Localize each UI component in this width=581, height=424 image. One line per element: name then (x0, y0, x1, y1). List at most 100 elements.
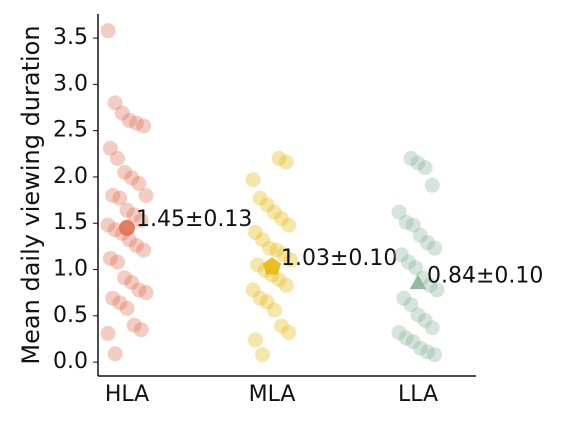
point (276, 247, 292, 263)
y-tick-label: 3.0 (53, 71, 88, 96)
point (110, 254, 125, 270)
point (429, 282, 445, 298)
point (105, 187, 121, 203)
point (259, 294, 275, 310)
point (131, 282, 147, 298)
y-tick-label: 1.5 (53, 210, 88, 235)
point (278, 154, 294, 170)
point (133, 322, 149, 338)
point (396, 290, 412, 306)
point (247, 224, 263, 240)
point (247, 332, 263, 348)
point (129, 115, 144, 131)
point (412, 340, 428, 356)
point (119, 300, 135, 316)
point (107, 95, 123, 111)
point (408, 260, 424, 276)
y-tick-label: 1.0 (53, 257, 88, 282)
point (283, 252, 299, 268)
point (269, 242, 285, 258)
point (403, 150, 419, 166)
point (398, 330, 414, 346)
point (100, 325, 116, 341)
point (119, 202, 135, 218)
y-tick-label: 2.5 (53, 118, 88, 143)
point (250, 257, 266, 273)
point (262, 240, 278, 256)
point (252, 290, 268, 306)
point (121, 112, 137, 128)
point (401, 254, 416, 270)
y-tick-label: 0.5 (53, 303, 88, 328)
point (107, 222, 123, 238)
point (427, 347, 443, 363)
point (266, 204, 282, 220)
point (245, 282, 261, 298)
point (412, 227, 428, 243)
point (133, 212, 149, 228)
point (417, 312, 433, 328)
point (126, 317, 142, 333)
mean-label: 1.45±0.13 (136, 207, 252, 232)
point (110, 150, 125, 166)
y-tick-label: 3.5 (53, 25, 88, 50)
point (281, 217, 297, 233)
point (138, 187, 154, 203)
x-tick-label: LLA (398, 382, 438, 407)
point (391, 324, 407, 340)
mean-marker (262, 257, 282, 275)
y-tick-label: 2.0 (53, 164, 88, 189)
mean-marker (409, 274, 427, 290)
point (114, 105, 130, 121)
mean-marker (119, 219, 135, 236)
point (107, 346, 123, 362)
point (255, 232, 270, 248)
point (100, 23, 116, 39)
point (102, 140, 118, 156)
point (117, 164, 133, 180)
point (271, 272, 287, 288)
point (420, 235, 435, 251)
mean-label: 1.03±0.10 (281, 246, 397, 271)
point (410, 155, 426, 171)
mean-label: 0.84±0.10 (427, 263, 543, 288)
point (117, 270, 133, 286)
point (410, 307, 426, 323)
point (391, 204, 407, 220)
point (105, 290, 121, 306)
point (271, 150, 287, 166)
point (266, 302, 282, 318)
y-tick-label: 0.0 (53, 349, 88, 374)
point (278, 277, 294, 293)
point (405, 217, 421, 233)
point (424, 177, 440, 193)
y-axis-label: Mean daily viewing duration (17, 25, 45, 364)
point (427, 240, 443, 256)
point (398, 214, 414, 230)
point (281, 324, 297, 340)
point (126, 207, 142, 223)
point (424, 320, 440, 336)
point (255, 347, 270, 363)
point (136, 242, 152, 258)
x-tick-label: HLA (105, 382, 149, 407)
x-tick-label: MLA (249, 382, 296, 407)
point (405, 334, 421, 350)
point (274, 318, 289, 334)
point (124, 170, 140, 186)
point (131, 175, 147, 191)
point (102, 250, 118, 266)
point (245, 172, 261, 188)
point (129, 237, 144, 253)
point (403, 297, 419, 313)
point (393, 247, 409, 263)
point (112, 190, 128, 206)
point (252, 190, 268, 206)
point (124, 274, 140, 290)
point (112, 295, 128, 311)
point (138, 285, 154, 301)
point (121, 232, 137, 248)
point (420, 344, 435, 360)
point (100, 217, 116, 233)
